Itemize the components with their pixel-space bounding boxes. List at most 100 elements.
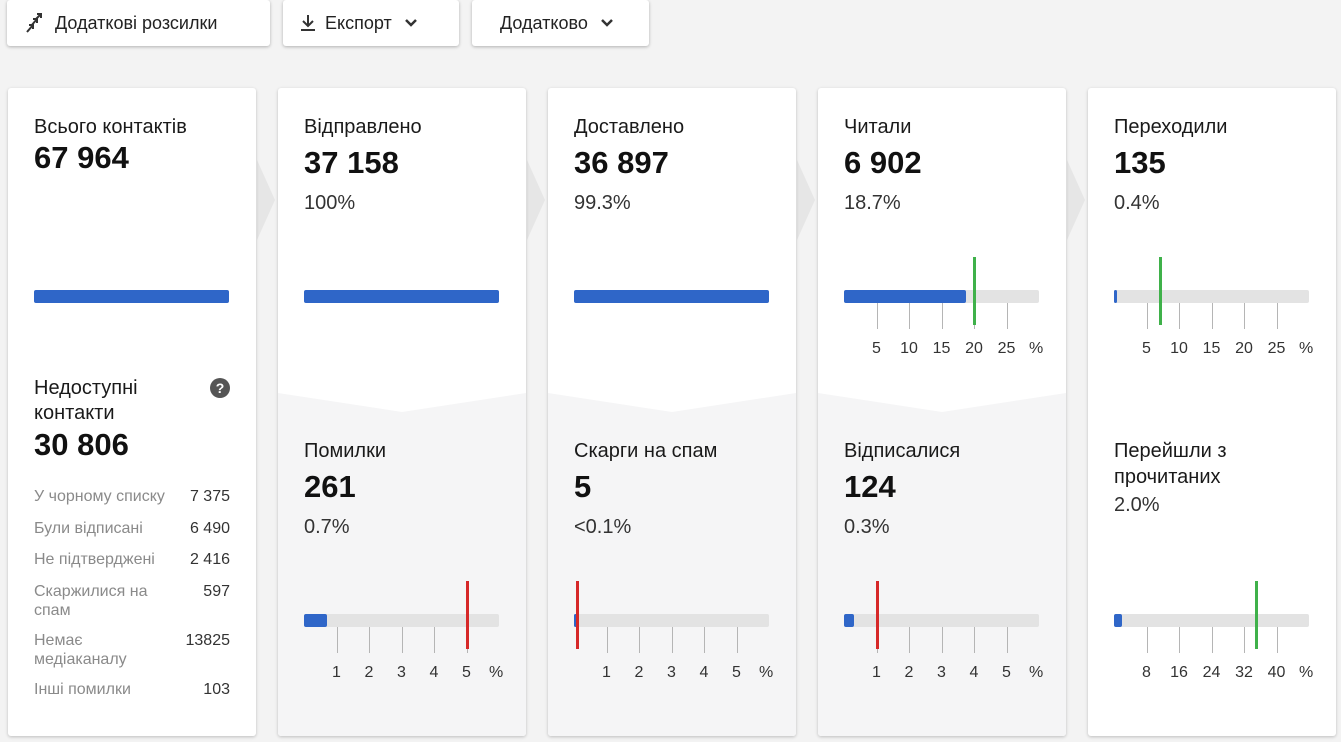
- help-icon[interactable]: ?: [210, 378, 230, 398]
- axis-tick-label: 15: [932, 340, 951, 357]
- axis-tick-label: 25: [997, 340, 1016, 357]
- delivered-label: Доставлено: [574, 116, 685, 138]
- axis-tick: [974, 627, 975, 653]
- clicked-of-read-percent: 2.0%: [1114, 494, 1160, 516]
- spam-label: Скарги на спам: [574, 440, 718, 462]
- spam-value: 5: [574, 469, 592, 504]
- clicked-of-read-benchmark-marker: [1255, 581, 1259, 649]
- chevron-down-icon: [404, 18, 418, 28]
- lower-section-bg: [818, 393, 1066, 736]
- read-value: 6 902: [844, 145, 922, 180]
- read-label: Читали: [844, 116, 912, 138]
- unavailable-row-label: Скаржилися на спам: [34, 583, 148, 619]
- funnel-arrow: [527, 160, 545, 240]
- clicked-card: Переходили 135 0.4% Перейшли з прочитани…: [1088, 88, 1336, 736]
- axis-tick-label: 3: [937, 664, 946, 681]
- axis-unit-label: %: [1029, 340, 1044, 357]
- read-card: Читали 6 902 18.7% Відписалися 124 0.3% …: [818, 88, 1066, 736]
- unavailable-row-value: 597: [203, 583, 230, 600]
- unavailable-value: 30 806: [34, 427, 129, 462]
- errors-bar-fill: [304, 614, 327, 627]
- unsubscribed-benchmark-marker: [875, 581, 879, 649]
- axis-tick-label: 25: [1267, 340, 1286, 357]
- axis-tick-label: 20: [965, 340, 983, 357]
- axis-tick: [941, 303, 943, 329]
- sent-percent: 100%: [304, 192, 356, 214]
- clicked-of-read-bar-track: [1114, 614, 1309, 627]
- axis-tick: [1146, 303, 1148, 329]
- errors-benchmark-marker: [465, 581, 469, 649]
- unsubscribed-bar-track: [844, 614, 1039, 627]
- export-button[interactable]: Експорт: [283, 0, 459, 46]
- total-contacts-card: Всього контактів 67 964 Недоступні конта…: [8, 88, 256, 736]
- axis-tick: [876, 303, 878, 329]
- unavailable-row-value: 13825: [185, 632, 231, 649]
- axis-tick-label: 5: [1142, 340, 1151, 357]
- total-contacts-bar: [34, 290, 229, 303]
- axis-unit-label: %: [1299, 340, 1314, 357]
- axis-tick: [434, 627, 435, 653]
- axis-tick: [1276, 627, 1278, 653]
- delivered-value: 36 897: [574, 145, 669, 180]
- sent-bar: [304, 290, 499, 303]
- axis-tick: [1211, 627, 1213, 653]
- axis-tick: [1244, 303, 1245, 329]
- axis-tick-label: 5: [872, 340, 881, 357]
- errors-label: Помилки: [304, 440, 387, 462]
- axis-tick-label: 1: [332, 664, 341, 681]
- axis-tick: [369, 627, 370, 653]
- extra-mailings-label: Додаткові розсилки: [55, 12, 218, 33]
- read-benchmark-marker: [973, 257, 976, 325]
- clicked-bar-track: [1114, 290, 1309, 303]
- axis-tick-label: 10: [900, 340, 918, 357]
- axis-tick-label: 15: [1202, 340, 1221, 357]
- chevron-down-icon: [600, 18, 614, 28]
- axis-unit-label: %: [1299, 664, 1314, 681]
- axis-tick-label: 2: [904, 664, 914, 681]
- axis-tick: [401, 627, 403, 653]
- clicked-percent: 0.4%: [1114, 192, 1160, 214]
- unavailable-row-value: 103: [203, 681, 230, 698]
- unavailable-row-value: 6 490: [189, 520, 230, 537]
- errors-percent: 0.7%: [304, 516, 350, 538]
- axis-tick: [336, 627, 338, 653]
- axis-tick: [639, 627, 640, 653]
- spam-benchmark-marker: [576, 581, 580, 649]
- more-button[interactable]: Додатково: [472, 0, 649, 46]
- lower-section-bg: [278, 393, 526, 736]
- axis-tick-label: 5: [1002, 664, 1011, 681]
- axis-tick-label: 4: [429, 664, 439, 681]
- axis-tick: [1276, 303, 1278, 329]
- unsubscribed-bar-fill: [844, 614, 854, 627]
- funnel-arrow: [797, 160, 815, 240]
- lower-section-bg: [548, 393, 796, 736]
- axis-unit-label: %: [759, 664, 774, 681]
- delivered-percent: 99.3%: [574, 192, 631, 214]
- clicked-of-read-label-line2: прочитаних: [1114, 466, 1221, 488]
- axis-tick-label: 2: [364, 664, 374, 681]
- extra-mailings-button[interactable]: Додаткові розсилки: [7, 0, 270, 46]
- delivered-bar: [574, 290, 769, 303]
- unavailable-row-label: Немає медіаканалу: [34, 632, 127, 668]
- errors-bar-track: [304, 614, 499, 627]
- total-contacts-value: 67 964: [34, 140, 129, 175]
- axis-tick: [1179, 303, 1180, 329]
- sent-value: 37 158: [304, 145, 399, 180]
- clicked-value: 135: [1114, 145, 1166, 180]
- axis-unit-label: %: [489, 664, 504, 681]
- sent-card: Відправлено 37 158 100% Помилки 261 0.7%…: [278, 88, 526, 736]
- axis-tick-label: 40: [1267, 664, 1286, 681]
- axis-tick: [909, 303, 910, 329]
- clicked-benchmark-marker: [1158, 257, 1162, 325]
- read-bar-track: [844, 290, 1039, 303]
- sent-label: Відправлено: [304, 116, 422, 138]
- axis-tick: [941, 627, 943, 653]
- axis-tick: [704, 627, 705, 653]
- unavailable-row-value: 2 416: [189, 551, 230, 568]
- axis-tick-label: 32: [1235, 664, 1253, 681]
- axis-tick-label: 8: [1142, 664, 1151, 681]
- axis-tick: [1211, 303, 1213, 329]
- unsubscribed-percent: 0.3%: [844, 516, 890, 538]
- mailings-icon: [23, 12, 45, 34]
- axis-tick: [1006, 303, 1008, 329]
